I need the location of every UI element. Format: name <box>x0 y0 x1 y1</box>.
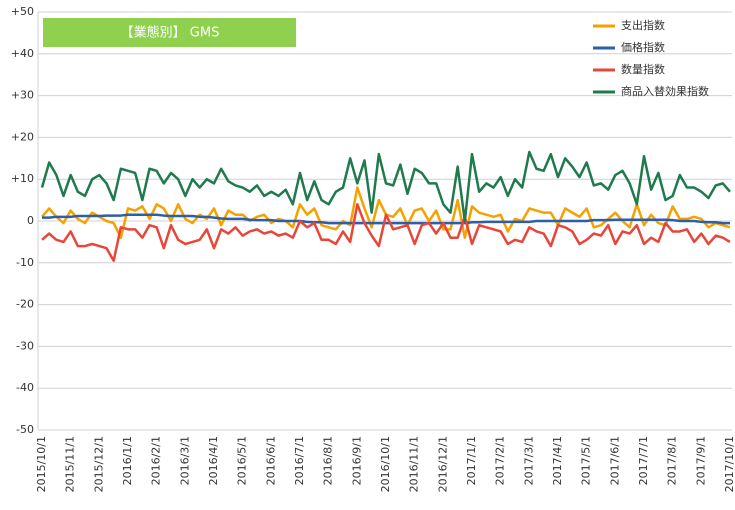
y-tick-label: +40 <box>11 47 34 60</box>
x-tick-label: 2017/8/1 <box>666 436 679 485</box>
series-line <box>42 213 730 225</box>
legend-label: 支出指数 <box>621 18 665 32</box>
series-line <box>41 203 731 262</box>
series-line <box>40 150 731 223</box>
x-tick-label: 2016/10/1 <box>379 436 392 492</box>
x-tick-label: 2017/9/1 <box>694 436 707 485</box>
x-tick-label: 2017/2/1 <box>494 436 507 485</box>
legend-swatch <box>593 68 615 72</box>
x-tick-label: 2016/4/1 <box>207 436 220 485</box>
legend-swatch <box>593 90 615 94</box>
x-tick-label: 2015/11/1 <box>64 436 77 492</box>
x-tick-label: 2017/7/1 <box>637 436 650 485</box>
x-tick-label: 2016/3/1 <box>178 436 191 485</box>
y-tick-label: -50 <box>16 423 34 436</box>
y-tick-label: -30 <box>16 339 34 352</box>
x-tick-label: 2017/1/1 <box>465 436 478 485</box>
x-tick-label: 2016/6/1 <box>264 436 277 485</box>
legend-swatch <box>593 24 615 28</box>
x-tick-label: 2016/12/1 <box>436 436 449 492</box>
legend-label: 数量指数 <box>621 62 665 76</box>
y-tick-label: +50 <box>11 5 34 18</box>
x-tick-label: 2017/3/1 <box>522 436 535 485</box>
title-box <box>43 18 296 47</box>
x-tick-label: 2017/5/1 <box>580 436 593 485</box>
y-tick-label: 0 <box>27 214 34 227</box>
legend-label: 価格指数 <box>621 40 665 54</box>
x-tick-label: 2015/10/1 <box>35 436 48 492</box>
y-tick-label: -10 <box>16 256 34 269</box>
x-tick-label: 2016/11/1 <box>408 436 421 492</box>
y-tick-label: -20 <box>16 298 34 311</box>
y-tick-label: +10 <box>11 172 34 185</box>
x-tick-label: 2016/5/1 <box>236 436 249 485</box>
x-tick-label: 2016/8/1 <box>322 436 335 485</box>
x-tick-label: 2017/4/1 <box>551 436 564 485</box>
x-tick-label: 2016/2/1 <box>150 436 163 485</box>
x-tick-label: 2017/10/1 <box>723 436 735 492</box>
x-tick-label: 2016/9/1 <box>350 436 363 485</box>
y-tick-label: +20 <box>11 130 34 143</box>
x-tick-label: 2015/12/1 <box>92 436 105 492</box>
x-tick-label: 2016/1/1 <box>121 436 134 485</box>
y-tick-label: -40 <box>16 381 34 394</box>
x-tick-label: 2016/7/1 <box>293 436 306 485</box>
y-tick-label: +30 <box>11 89 34 102</box>
legend-label: 商品入替効果指数 <box>621 84 709 98</box>
legend-swatch <box>593 46 615 50</box>
chart-title: 【業態別】 GMS <box>121 25 220 41</box>
x-tick-label: 2017/6/1 <box>608 436 621 485</box>
